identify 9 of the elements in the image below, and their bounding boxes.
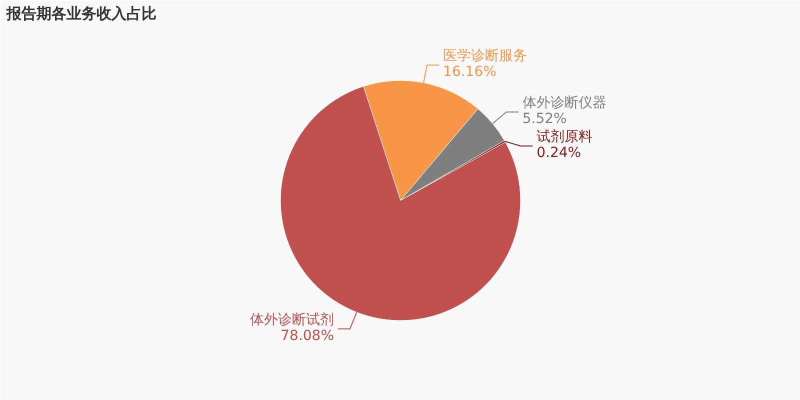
slice-label: 体外诊断仪器 <box>522 95 606 111</box>
slice-label: 体外诊断试剂 <box>250 312 334 328</box>
data-label: 78.08% <box>280 328 334 344</box>
text: 报告期各业务收入占比 <box>6 4 156 22</box>
data-label: 0.24% <box>536 145 582 161</box>
slice-label: 试剂原料 <box>536 129 593 145</box>
slice-label: 医学诊断服务 <box>443 48 528 64</box>
data-label: 16.16% <box>443 64 496 80</box>
data-label: 5.52% <box>522 111 567 127</box>
